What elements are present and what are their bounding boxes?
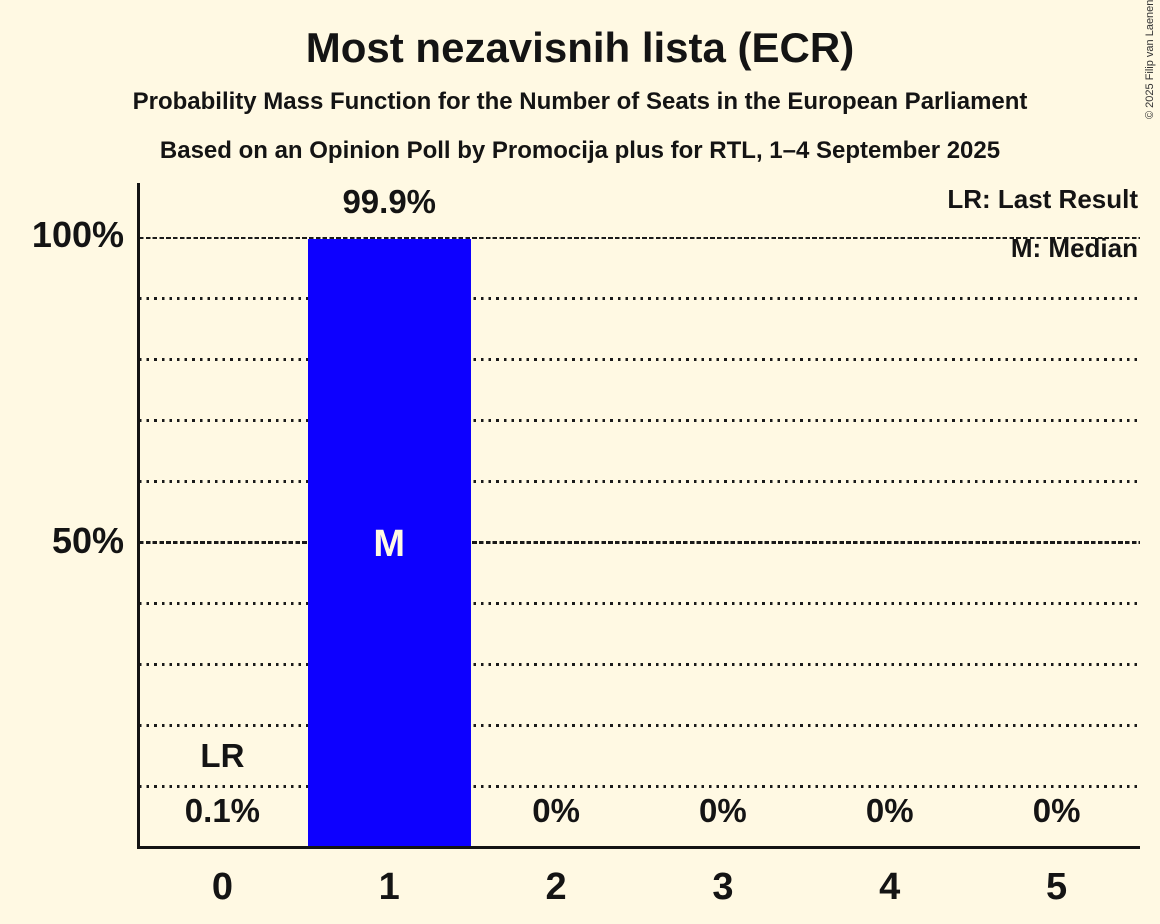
value-label-seats-1: 99.9%	[342, 182, 437, 220]
value-label-seats-2: 0%	[532, 792, 580, 829]
x-axis-label-0: 0	[211, 866, 233, 908]
gridline-80pct	[139, 358, 1140, 362]
copyright-notice: © 2025 Filip van Laenen	[1144, 0, 1156, 119]
bar-seats-1	[307, 238, 471, 847]
gridline-50pct	[139, 541, 1140, 544]
chart-title: Most nezavisnih lista (ECR)	[305, 24, 855, 71]
median-marker: M	[373, 523, 406, 565]
value-label-seats-3: 0%	[699, 792, 747, 829]
y-axis-tick-50: 50%	[51, 520, 124, 561]
value-label-seats-4: 0%	[865, 792, 914, 829]
gridline-40pct	[139, 601, 1140, 605]
gridline-20pct	[139, 723, 1140, 727]
value-label-seats-5: 0%	[1032, 792, 1081, 829]
gridline-70pct	[139, 419, 1140, 423]
x-axis-label-5: 5	[1046, 866, 1068, 908]
legend-last-result: LR: Last Result	[947, 184, 1138, 214]
x-axis-label-1: 1	[378, 866, 400, 908]
x-axis-line	[137, 846, 1140, 849]
chart-source-line: Based on an Opinion Poll by Promocija pl…	[159, 137, 1001, 164]
gridline-100pct	[139, 236, 1140, 240]
gridline-10pct	[139, 784, 1140, 788]
chart-subtitle: Probability Mass Function for the Number…	[132, 88, 1028, 115]
gridline-60pct	[139, 480, 1140, 484]
y-axis-tick-100: 100%	[31, 214, 124, 255]
x-axis-label-2: 2	[545, 866, 567, 908]
gridline-90pct	[139, 297, 1140, 301]
value-label-seats-0: 0.1%	[184, 792, 261, 829]
x-axis-label-3: 3	[712, 866, 734, 908]
last-result-marker: LR	[200, 737, 245, 774]
gridline-30pct	[139, 662, 1140, 666]
x-axis-label-4: 4	[879, 866, 901, 908]
y-axis-line	[137, 183, 140, 849]
